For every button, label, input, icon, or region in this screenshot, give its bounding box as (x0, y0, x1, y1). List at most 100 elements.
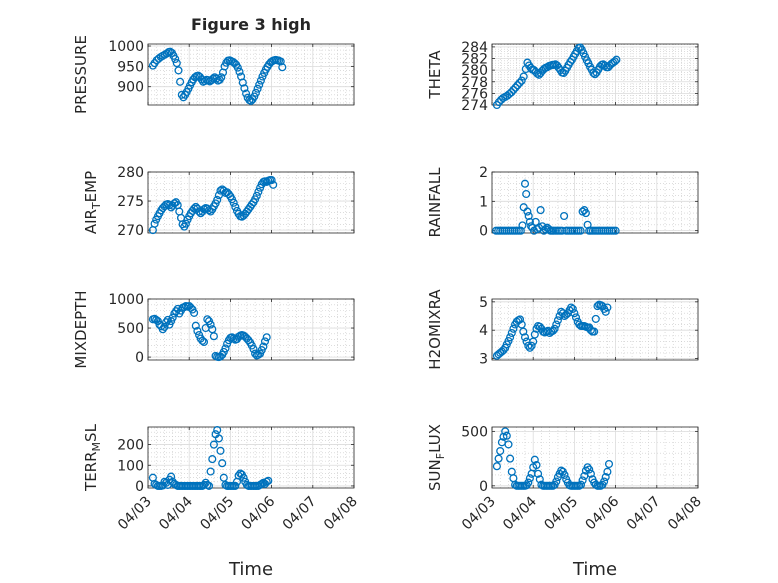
data-point (593, 302, 602, 311)
data-point (560, 211, 569, 221)
data-point (191, 321, 200, 330)
y-axis-label: THETA (426, 50, 444, 100)
data-point (171, 54, 180, 64)
data-point (585, 465, 594, 474)
data-point (590, 327, 599, 336)
data-point (525, 474, 534, 483)
data-point (150, 219, 159, 228)
data-point (586, 469, 595, 478)
data-point (591, 314, 600, 323)
y-tick-label: 4 (479, 323, 488, 339)
y-tick-label: 500 (461, 424, 488, 440)
axes-box (147, 43, 355, 106)
data-point (259, 342, 268, 351)
data-point (552, 477, 561, 486)
y-tick-label: 276 (461, 86, 488, 102)
data-point (229, 334, 238, 343)
data-point (509, 324, 518, 333)
y-tick-label: 5 (479, 295, 488, 311)
y-tick-label: 0 (135, 350, 144, 366)
y-axis-label: TERRMSL (82, 423, 103, 492)
data-point (517, 76, 526, 85)
data-point (249, 344, 258, 354)
subplot-h2omixra: 3 4 5 H2OMIXRA (426, 289, 699, 370)
subplot-rainfall: 0 1 2 RAINFALL (426, 165, 699, 240)
data-point (199, 337, 209, 347)
data-point (507, 328, 516, 338)
data-point (204, 76, 213, 85)
y-tick-label: 0 (135, 479, 144, 495)
data-point (256, 76, 265, 85)
data-point (576, 480, 586, 489)
data-point (610, 57, 619, 66)
y-axis-label: SUNFLUX (426, 424, 447, 491)
data-point (611, 226, 620, 235)
data-point (240, 84, 249, 93)
data-point (264, 476, 273, 485)
data-point (238, 78, 247, 87)
data-point (239, 473, 248, 482)
data-point (257, 479, 266, 488)
data-point (511, 83, 520, 92)
data-point (509, 85, 518, 94)
axes-box (147, 298, 355, 361)
subplot-mixdepth: 0 500 1000 MIXDEPTH (72, 290, 355, 369)
data-point (502, 431, 511, 440)
data-point (527, 341, 536, 350)
data-point (612, 55, 621, 64)
minor-grid (148, 427, 354, 488)
data-point (168, 313, 177, 322)
data-series (492, 300, 612, 360)
data-point (255, 80, 264, 89)
data-point (178, 220, 187, 229)
data-point (513, 81, 522, 90)
data-point (208, 455, 217, 464)
data-point (515, 78, 524, 87)
data-point (560, 470, 569, 479)
data-point (568, 304, 577, 313)
data-series (148, 47, 287, 105)
data-point (524, 478, 533, 487)
data-point (519, 327, 528, 336)
data-point (204, 481, 214, 490)
data-point (218, 459, 227, 468)
data-point (570, 309, 579, 318)
data-point (600, 477, 609, 486)
y-tick-label: 0 (479, 479, 488, 495)
data-point (525, 343, 534, 352)
data-point (536, 206, 545, 215)
data-point (209, 440, 218, 449)
data-point (506, 333, 515, 342)
data-point (231, 202, 240, 211)
y-tick-label: 0 (479, 224, 488, 240)
data-point (267, 176, 276, 185)
data-point (530, 330, 539, 339)
data-point (506, 454, 515, 463)
y-tick-label: 284 (461, 40, 488, 56)
data-series (148, 426, 273, 490)
y-axis-label: RAINFALL (426, 167, 444, 238)
data-series (148, 301, 271, 362)
data-point (251, 88, 260, 97)
y-axis-label: MIXDEPTH (72, 290, 90, 368)
data-point (250, 92, 259, 101)
data-point (216, 446, 225, 455)
y-tick-label: 950 (117, 59, 144, 75)
data-point (603, 303, 612, 312)
data-point (174, 66, 183, 75)
data-point (213, 195, 222, 204)
data-point (505, 89, 514, 99)
data-point (206, 320, 215, 329)
y-tick-label: 1000 (108, 292, 144, 308)
data-point (190, 308, 199, 317)
y-tick-label: 270 (117, 223, 144, 239)
data-point (242, 89, 251, 98)
data-point (601, 473, 610, 482)
data-point (176, 77, 185, 86)
data-point (507, 88, 516, 97)
data-point (262, 477, 271, 486)
figure-title: Figure 3 high (191, 15, 311, 34)
y-tick-label: 100 (117, 458, 144, 474)
subplot-air-temp: 270 275 280 AIRTEMP (82, 165, 355, 239)
data-point (553, 316, 562, 325)
